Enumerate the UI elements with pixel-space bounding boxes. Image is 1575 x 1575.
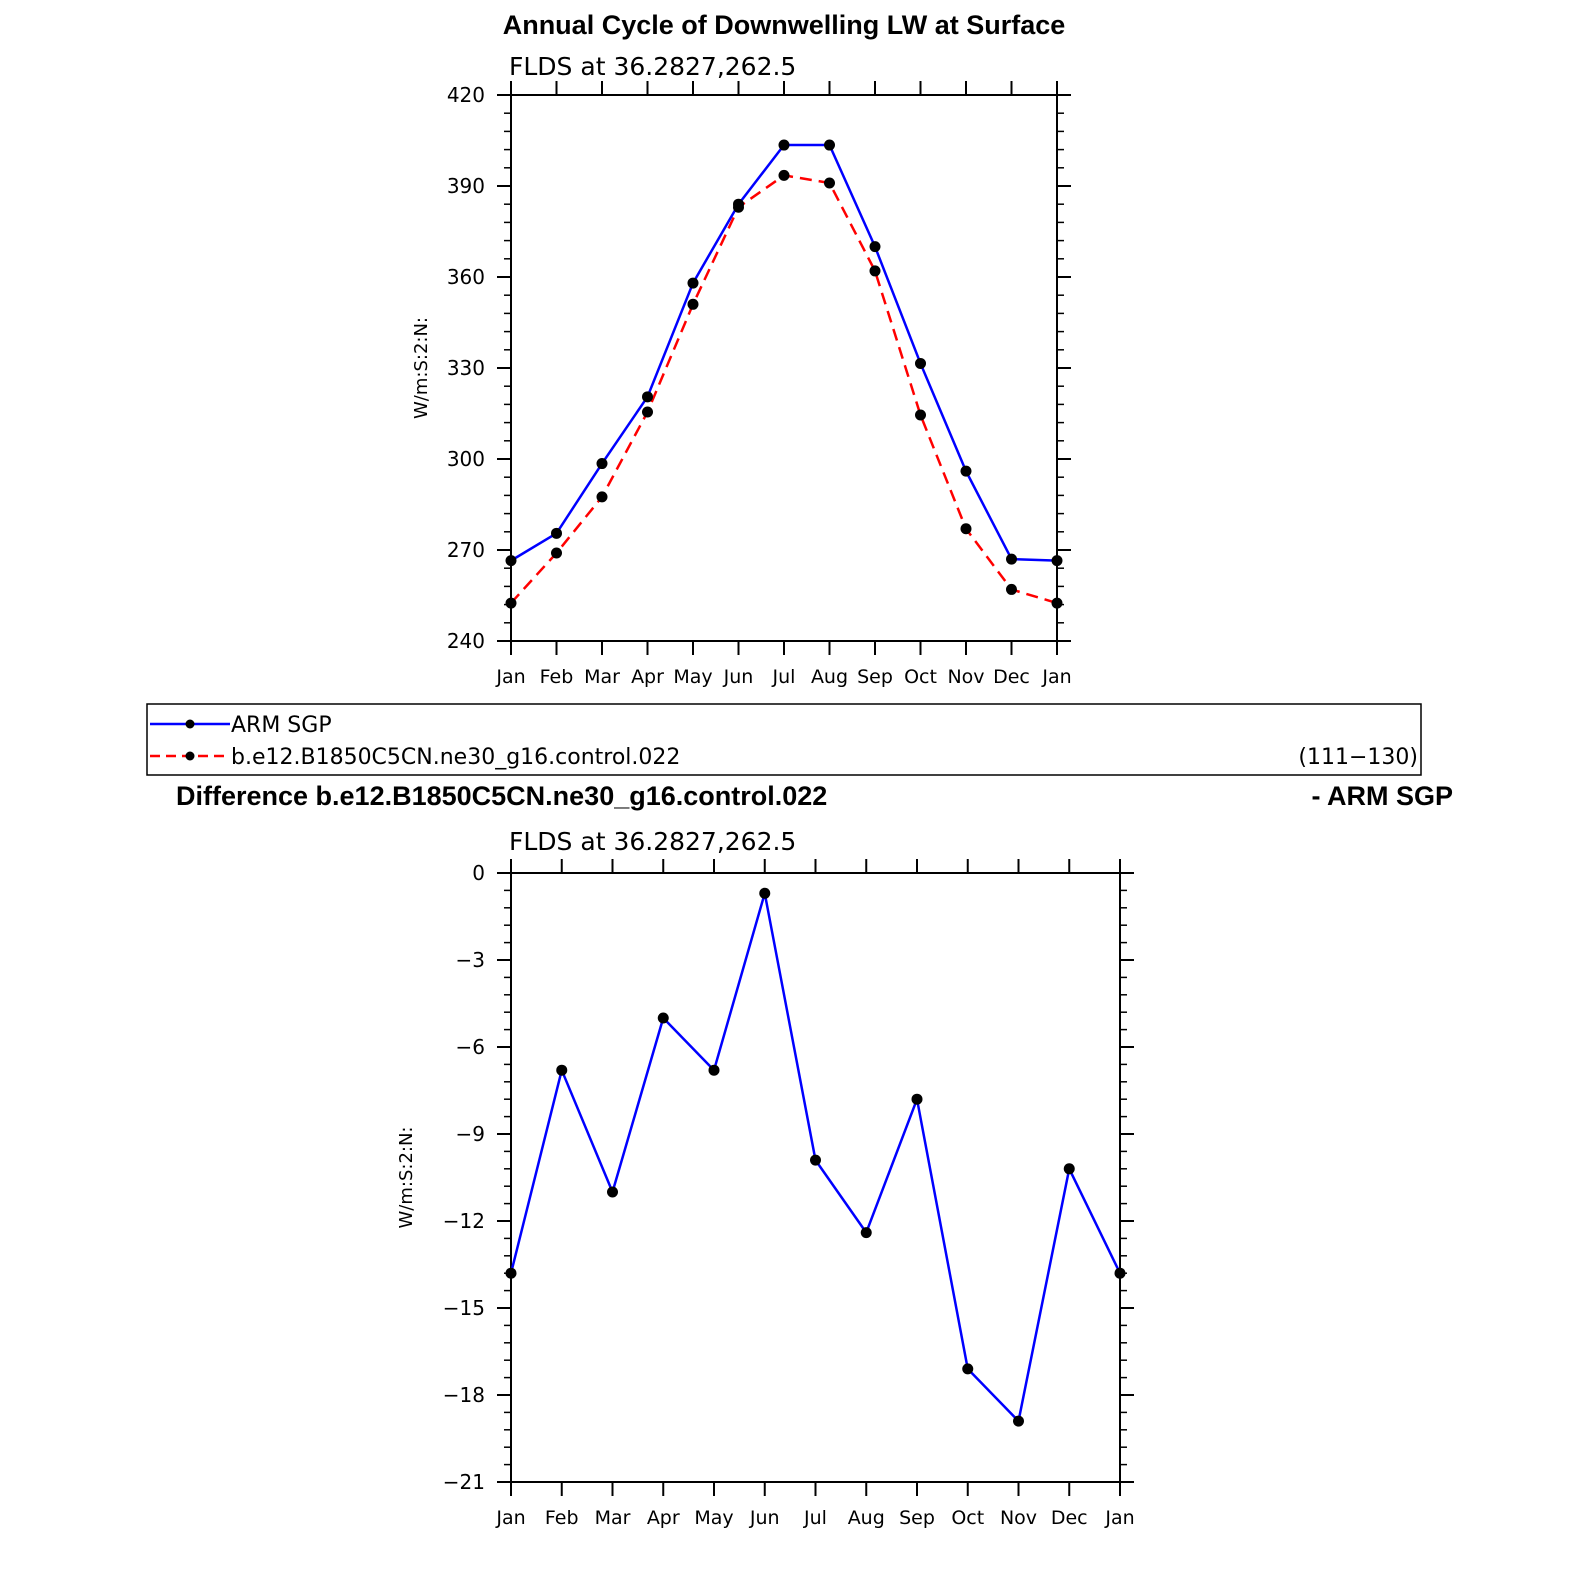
chart-1-xtick-label: Jan: [495, 1507, 525, 1529]
chart-1-xtick-label: Mar: [595, 1507, 631, 1529]
chart-0-ytick-label: 240: [447, 629, 485, 653]
chart-0-series-0-point: [915, 357, 926, 369]
chart-1-series-0-point: [607, 1186, 618, 1198]
chart-1-series-0-point: [505, 1267, 517, 1279]
chart-0-xtick-label: Mar: [584, 666, 620, 688]
chart-1-series-0-point: [1114, 1267, 1126, 1279]
chart-1-series-0-point: [759, 887, 771, 899]
chart-1-ytick-label: −15: [443, 1296, 485, 1320]
chart-0-ytick-label: 330: [447, 356, 485, 380]
chart-0-xtick-label: Nov: [947, 666, 984, 688]
legend: ARM SGP b.e12.B1850C5CN.ne30_g16.control…: [146, 703, 1422, 776]
chart-0-xtick-label: Jan: [1041, 666, 1071, 688]
chart-0-series-0-point: [778, 139, 790, 151]
diff-title-right: - ARM SGP: [1312, 781, 1454, 811]
chart-0-series-1-point: [778, 169, 790, 181]
chart-0-xtick-label: Dec: [993, 666, 1030, 688]
chart-0-series-1-line: [510, 174, 1058, 605]
chart-0-series-1-point: [869, 265, 881, 277]
difference-chart: FLDS at 36.2827,262.5 −21 −18 −15 −12 −9 −6 −3 0…: [396, 827, 1135, 1529]
chart-0-series-1-point: [687, 298, 699, 310]
chart-1-xtick-label: Apr: [647, 1507, 680, 1529]
chart-0-xtick-label: Sep: [857, 666, 893, 688]
chart-0-series-1-point: [1051, 597, 1063, 609]
chart-1-ytick-label: −12: [443, 1209, 485, 1233]
chart-0-ytick-label: 420: [447, 83, 485, 107]
legend-box: [146, 703, 1422, 776]
chart-1-xtick-label: Oct: [951, 1507, 984, 1529]
legend-label-model: b.e12.B1850C5CN.ne30_g16.control.022: [231, 745, 680, 770]
chart-0-xtick-label: Jan: [495, 666, 525, 688]
legend-marker-model: [185, 751, 195, 761]
chart-1-ytick-label: −21: [443, 1470, 485, 1494]
diff-title-left: Difference b.e12.B1850C5CN.ne30_g16.cont…: [176, 781, 827, 811]
chart-0-series-0-point: [1006, 553, 1017, 565]
chart-1-xtick-label: Feb: [545, 1507, 579, 1529]
chart-0-ytick-label: 270: [447, 538, 485, 562]
chart-1-xtick-label: Dec: [1051, 1507, 1088, 1529]
chart-0-series-0-point: [642, 391, 653, 403]
chart-0-series-0-point: [596, 458, 608, 470]
chart-1-xtick-label: Jan: [1104, 1507, 1134, 1529]
chart-0-xtick-label: Aug: [811, 666, 848, 688]
chart-0-series-0-point: [824, 139, 835, 151]
chart-1-xtick-label: Nov: [1000, 1507, 1037, 1529]
chart-0-series-0-point: [869, 241, 881, 253]
chart-1-frame: [510, 872, 1121, 1483]
chart-0-series-0-point: [1051, 555, 1063, 567]
chart-1-xtick-label: Jun: [749, 1507, 780, 1529]
chart-0-series-1-point: [1006, 583, 1017, 595]
chart-0-series-0-point: [551, 527, 562, 539]
chart-1-series-0-point: [1063, 1163, 1075, 1175]
chart-0-ylabel: W/m:S:2:N:: [411, 317, 432, 419]
chart-0-series-0-point: [505, 555, 517, 567]
chart-0-ytick-label: 360: [447, 265, 485, 289]
chart-1-xtick-label: Jul: [803, 1507, 827, 1529]
chart-1-xtick-label: Sep: [899, 1507, 935, 1529]
chart-1-series-0-point: [657, 1012, 669, 1024]
legend-years: (111−130): [1298, 745, 1418, 770]
chart-1-ytick-label: −9: [456, 1122, 485, 1146]
chart-0-series-1-point: [596, 491, 608, 503]
chart-0-series-1-point: [551, 547, 562, 559]
chart-0-series-1-point: [824, 177, 835, 189]
chart-1-series-0-point: [962, 1363, 974, 1375]
chart-1-ytick-label: −18: [443, 1383, 485, 1407]
main-title: Annual Cycle of Downwelling LW at Surfac…: [503, 10, 1066, 40]
chart-1-xtick-label: May: [694, 1507, 733, 1529]
chart-0-xtick-label: Jul: [772, 666, 796, 688]
chart-0-series-0-point: [960, 465, 972, 477]
legend-marker-arm: [185, 719, 195, 729]
legend-label-arm: ARM SGP: [231, 713, 332, 738]
chart-1-series-0-point: [810, 1154, 821, 1166]
chart-0-ytick-label: 300: [447, 447, 485, 471]
chart-0-xtick-label: Jun: [723, 666, 754, 688]
chart-1-ylabel: W/m:S:2:N:: [396, 1127, 417, 1229]
chart-0-ytick-label: 390: [447, 174, 485, 198]
chart-0-xtick-label: May: [673, 666, 712, 688]
chart-1-xtick-label: Aug: [848, 1507, 885, 1529]
chart-1-series-0-point: [860, 1227, 872, 1239]
chart-0-subtitle: FLDS at 36.2827,262.5: [509, 52, 796, 81]
chart-1-ytick-label: 0: [472, 861, 485, 885]
chart-0-xtick-label: Oct: [904, 666, 937, 688]
chart-1-ytick-label: −3: [456, 948, 485, 972]
chart-0-series-1-point: [733, 201, 744, 213]
chart-0-series-1-point: [642, 406, 653, 418]
chart-1-series-0-point: [556, 1064, 568, 1076]
chart-0-series-1-point: [505, 597, 517, 609]
chart-0-series-0-line: [510, 143, 1058, 562]
chart-0-xtick-label: Feb: [540, 666, 574, 688]
chart-1-series-0-point: [708, 1064, 720, 1076]
chart-0-series-1-point: [915, 409, 926, 421]
chart-0-xtick-label: Apr: [631, 666, 664, 688]
chart-1-series-0-point: [911, 1093, 923, 1105]
top-chart: FLDS at 36.2827,262.5 240 270 300 330 360 390 4…: [411, 52, 1072, 688]
chart-0-series-1-point: [960, 523, 972, 535]
chart-0-series-0-point: [687, 277, 699, 289]
chart-1-series-0-point: [1013, 1415, 1024, 1427]
chart-1-subtitle: FLDS at 36.2827,262.5: [509, 827, 796, 856]
chart-1-ytick-label: −6: [456, 1035, 485, 1059]
